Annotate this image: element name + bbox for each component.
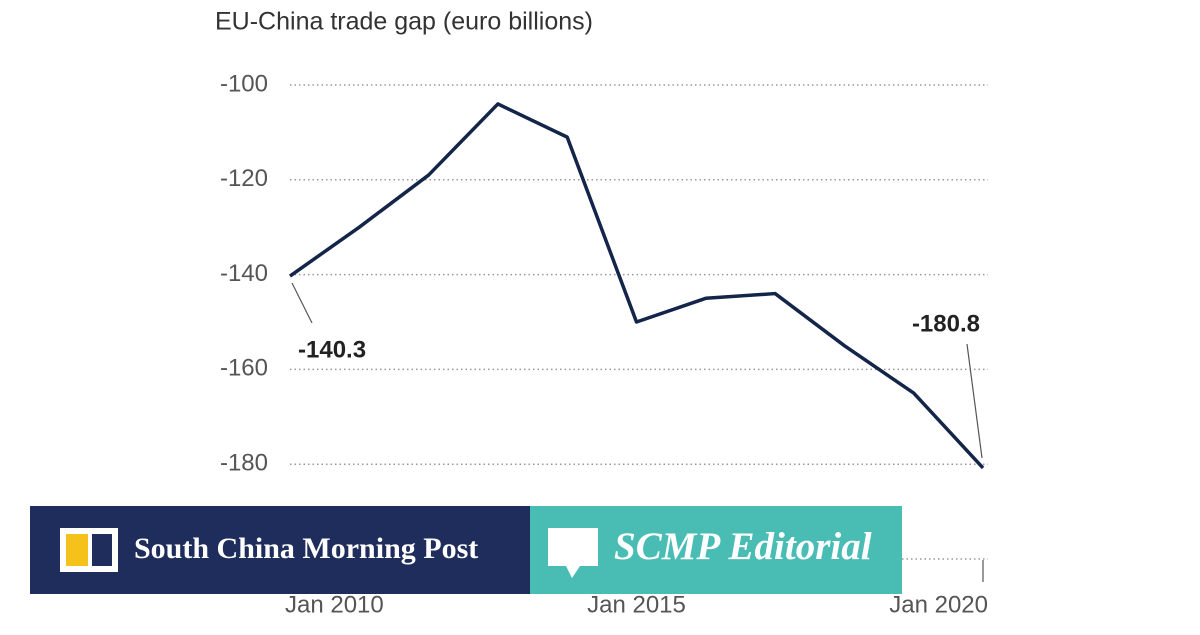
data-label: -180.8 (912, 310, 980, 337)
brand: South China Morning Post (134, 532, 478, 565)
logo-navy (92, 534, 112, 566)
x-tick-label: Jan 2020 (889, 591, 988, 618)
leader-line (291, 282, 313, 324)
y-tick-label: -100 (220, 70, 268, 97)
y-tick-label: -120 (220, 165, 268, 192)
logo-yellow (66, 534, 88, 566)
leader-line (966, 343, 983, 459)
bubble-icon (548, 528, 598, 578)
line (288, 102, 985, 470)
chart-subtitle: EU-China trade gap (euro billions) (215, 8, 593, 36)
section: SCMP Editorial (614, 525, 872, 568)
x-tick-label: Jan 2010 (285, 591, 384, 618)
y-tick-label: -140 (220, 260, 268, 287)
y-tick-label: -180 (220, 450, 268, 477)
y-tick-label: -160 (220, 355, 268, 382)
banner: South China Morning Post SCMP Editorial (30, 506, 902, 594)
data-label: -140.3 (298, 336, 366, 363)
x-tick-label: Jan 2015 (587, 591, 686, 618)
